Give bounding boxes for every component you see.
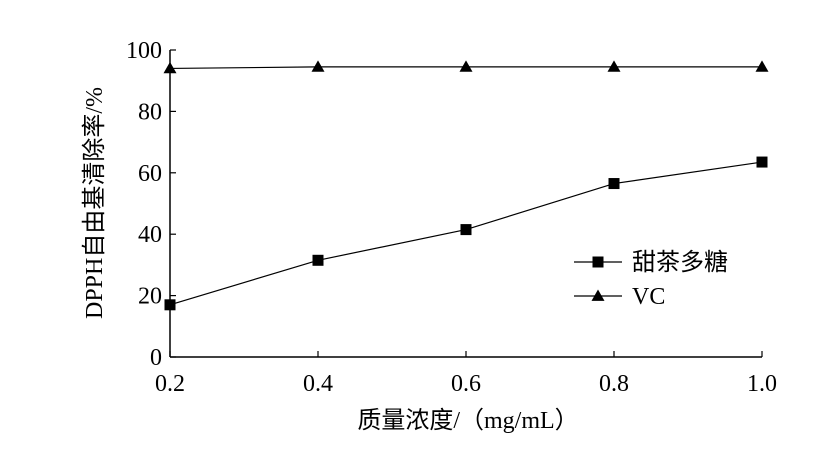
x-tick-label: 0.8 (599, 371, 629, 397)
series-2 (163, 60, 769, 74)
x-tick-label: 0.4 (303, 371, 333, 397)
y-tick-label: 40 (138, 222, 162, 248)
data-point-square (164, 299, 176, 311)
data-point-square (608, 178, 620, 190)
legend-label: 甜茶多糖 (632, 249, 728, 276)
data-point-square (312, 254, 324, 266)
legend-label: VC (632, 284, 665, 310)
y-tick-label: 60 (138, 161, 162, 187)
y-ticks: 0 20 40 60 80 100 (126, 38, 176, 371)
series-1 (164, 156, 768, 311)
y-tick-label: 80 (138, 99, 162, 125)
x-ticks: 0.2 0.4 0.6 0.8 1.0 (155, 351, 777, 397)
data-point-triangle (163, 61, 177, 74)
legend-marker-triangle (591, 289, 605, 301)
legend-marker-square (592, 256, 604, 268)
legend-entry-2: VC (574, 284, 665, 310)
y-tick-label: 100 (126, 38, 162, 64)
data-point-triangle (459, 60, 473, 72)
legend-entry-1: 甜茶多糖 (574, 249, 728, 276)
x-tick-label: 0.6 (451, 371, 481, 397)
x-axis-title: 质量浓度/（mg/mL） (357, 407, 578, 434)
data-point-triangle (311, 60, 325, 72)
y-tick-label: 20 (138, 284, 162, 310)
axes (169, 50, 762, 358)
legend: 甜茶多糖 VC (574, 249, 728, 310)
series-layer (163, 60, 769, 311)
y-axis-title: DPPH自由基清除率/% (81, 87, 108, 319)
data-point-triangle (755, 60, 769, 72)
data-point-square (756, 156, 768, 168)
y-tick-label: 0 (150, 345, 162, 371)
data-point-square (460, 224, 472, 236)
data-point-triangle (607, 60, 621, 72)
x-tick-label: 1.0 (747, 371, 777, 397)
x-tick-label: 0.2 (155, 371, 185, 397)
